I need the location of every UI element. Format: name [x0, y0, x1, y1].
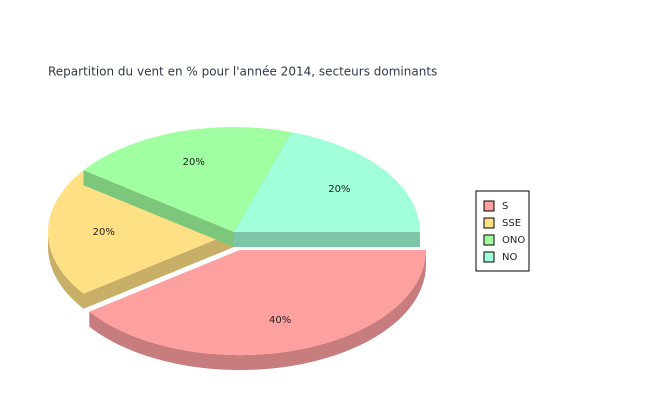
legend-swatch [483, 251, 495, 263]
legend-swatch [483, 217, 495, 229]
slice [234, 132, 420, 232]
slice-side [48, 232, 84, 309]
legend-swatch [483, 234, 495, 246]
legend-swatch [483, 200, 495, 212]
slice [83, 127, 292, 232]
slice [89, 250, 426, 356]
legend-label: SSE [502, 218, 521, 229]
slice-wall [83, 232, 234, 309]
data-label: 20% [183, 157, 205, 168]
slice-wall [83, 170, 234, 247]
legend-label: S [502, 201, 508, 212]
slice-wall [234, 232, 420, 247]
data-label: 20% [93, 227, 115, 238]
slice-side [89, 250, 426, 371]
data-label: 20% [328, 184, 350, 195]
legend-label: ONO [502, 235, 525, 246]
chart-title: Repartition du vent en % pour l'année 20… [48, 65, 437, 79]
slice [48, 170, 234, 294]
legend-label: NO [502, 252, 517, 263]
data-label: 40% [269, 315, 291, 326]
